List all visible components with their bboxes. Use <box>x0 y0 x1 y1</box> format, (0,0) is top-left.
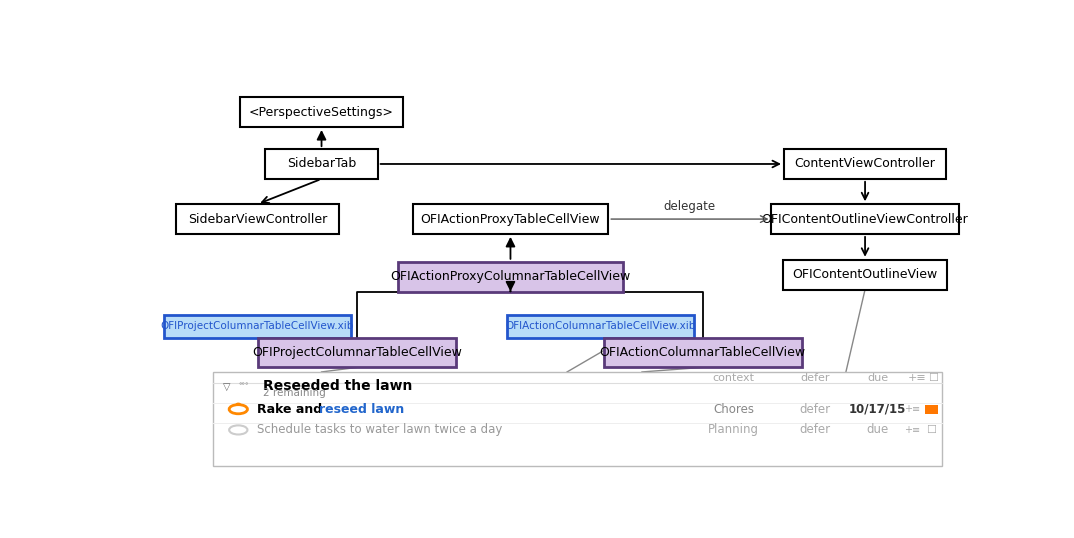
Text: OFIProjectColumnarTableCellView.xib: OFIProjectColumnarTableCellView.xib <box>161 321 354 331</box>
Text: Planning: Planning <box>708 423 759 436</box>
Text: 10/17/15: 10/17/15 <box>848 403 906 416</box>
Text: OFIActionProxyColumnarTableCellView: OFIActionProxyColumnarTableCellView <box>390 270 630 283</box>
Text: ContentViewController: ContentViewController <box>795 158 935 171</box>
Text: +≡: +≡ <box>904 404 920 414</box>
FancyBboxPatch shape <box>771 204 959 234</box>
Text: due: due <box>867 373 888 383</box>
Text: delegate: delegate <box>664 200 716 213</box>
FancyBboxPatch shape <box>176 204 338 234</box>
Text: OFIProjectColumnarTableCellView: OFIProjectColumnarTableCellView <box>252 346 462 359</box>
Text: OFIActionColumnarTableCellView: OFIActionColumnarTableCellView <box>599 346 806 359</box>
FancyBboxPatch shape <box>265 149 378 179</box>
Text: Chores: Chores <box>713 403 754 416</box>
Text: ☐: ☐ <box>928 373 939 383</box>
Text: ☐: ☐ <box>926 425 935 435</box>
Text: OFIActionColumnarTableCellView.xib: OFIActionColumnarTableCellView.xib <box>505 321 696 331</box>
Text: OFIActionProxyTableCellView: OFIActionProxyTableCellView <box>421 213 600 225</box>
Text: defer: defer <box>800 373 830 383</box>
FancyBboxPatch shape <box>412 204 608 234</box>
FancyBboxPatch shape <box>507 315 694 338</box>
Text: +≡: +≡ <box>904 425 920 435</box>
Text: SidebarViewController: SidebarViewController <box>188 213 328 225</box>
Text: ▽: ▽ <box>223 381 231 392</box>
FancyBboxPatch shape <box>398 262 623 292</box>
Text: defer: defer <box>799 403 830 416</box>
Text: SidebarTab: SidebarTab <box>287 158 357 171</box>
FancyBboxPatch shape <box>784 149 946 179</box>
Text: OFIContentOutlineViewController: OFIContentOutlineViewController <box>761 213 969 225</box>
Text: +≡: +≡ <box>908 373 926 383</box>
Text: reseed lawn: reseed lawn <box>319 403 404 416</box>
FancyBboxPatch shape <box>164 315 351 338</box>
FancyBboxPatch shape <box>214 372 942 466</box>
Text: Schedule tasks to water lawn twice a day: Schedule tasks to water lawn twice a day <box>257 423 502 436</box>
FancyBboxPatch shape <box>925 405 939 414</box>
Text: OFIContentOutlineView: OFIContentOutlineView <box>793 268 938 281</box>
FancyBboxPatch shape <box>241 97 403 127</box>
FancyBboxPatch shape <box>604 337 802 367</box>
FancyBboxPatch shape <box>258 337 456 367</box>
Text: °°°: °°° <box>238 384 249 390</box>
Text: 2 remaining: 2 remaining <box>263 388 326 399</box>
FancyBboxPatch shape <box>783 260 947 289</box>
Text: Rake and: Rake and <box>257 403 326 416</box>
Text: Reseeded the lawn: Reseeded the lawn <box>263 379 412 393</box>
Text: defer: defer <box>799 423 830 436</box>
Text: context: context <box>712 373 755 383</box>
Text: <PerspectiveSettings>: <PerspectiveSettings> <box>249 105 394 119</box>
Text: due: due <box>867 423 888 436</box>
Circle shape <box>236 402 241 405</box>
